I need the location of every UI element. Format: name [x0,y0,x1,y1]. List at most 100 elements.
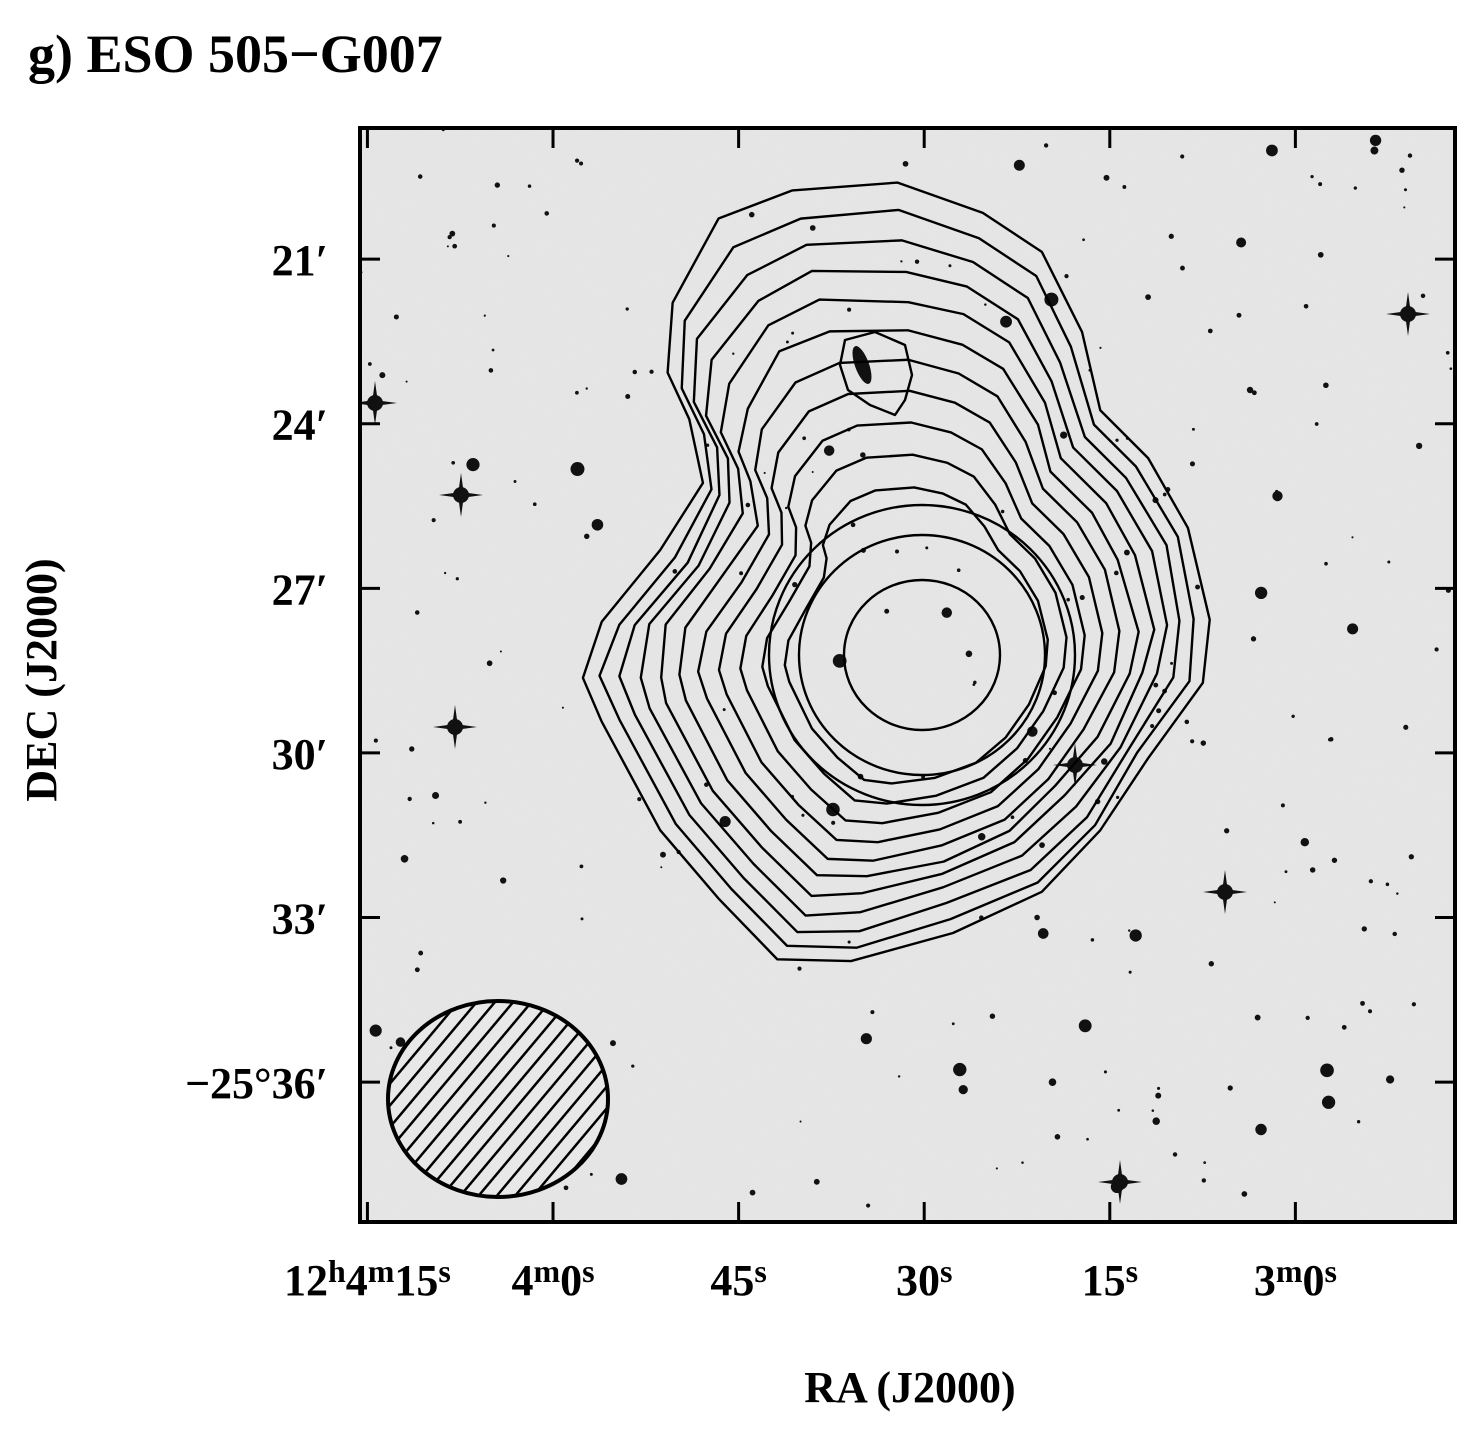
star [672,569,678,574]
contour [639,269,1169,917]
star [494,182,501,188]
star [1407,153,1413,158]
star [405,380,408,383]
star [1387,560,1391,564]
star [1353,186,1358,190]
star [1250,636,1257,642]
star [831,820,836,825]
star [763,471,766,474]
star [1318,182,1323,187]
star [483,314,486,317]
star [1115,438,1119,442]
star [500,877,507,884]
star [1445,350,1450,355]
star [585,387,588,390]
frame [358,126,1457,1224]
star [1415,442,1423,450]
star [499,650,502,653]
star [369,1024,382,1037]
star [637,797,642,802]
star [1396,892,1399,895]
bright-star [1203,870,1247,914]
contour [783,486,1049,785]
star [1254,586,1268,600]
star [1000,509,1005,514]
star [570,462,585,476]
star [948,264,952,268]
star [1153,682,1159,688]
star [1300,837,1310,847]
star [1272,490,1283,502]
star [860,1033,872,1045]
star [1150,724,1155,729]
star [1246,386,1254,394]
galaxy [852,346,872,384]
star [813,1178,820,1185]
star [1200,740,1207,746]
star [953,1062,967,1077]
star [984,303,987,306]
star [395,1037,406,1047]
star [797,966,802,971]
star [977,832,986,841]
star [591,518,604,531]
bright-star [1098,1160,1142,1204]
star [1320,1063,1334,1078]
star [1060,431,1068,439]
contour [767,503,1077,807]
star [563,1185,569,1191]
star [1331,857,1338,863]
contour [696,358,1121,862]
star [1064,274,1069,279]
star [1191,427,1195,431]
star [1151,1109,1155,1112]
star [884,608,890,614]
star [784,506,788,510]
star [1116,795,1120,799]
star [610,1040,616,1047]
star [466,458,480,472]
x-tick-label: 12h4m15s [284,1253,451,1305]
star [1356,1120,1361,1124]
star [1328,737,1332,742]
star [951,1022,955,1026]
star [513,480,517,483]
star [1399,167,1405,173]
star [1145,294,1151,301]
star [989,1013,996,1019]
star [1184,719,1190,725]
star [1189,461,1195,467]
star [1086,1137,1089,1141]
star [373,738,378,743]
star [1021,1161,1024,1164]
star [1341,1024,1347,1030]
star [897,1075,901,1078]
star [1000,315,1012,328]
star [1385,882,1390,887]
star [409,746,415,752]
bright-star [360,381,397,425]
star [847,307,852,312]
star [579,161,584,166]
contour [842,578,1002,732]
star [417,174,423,179]
star [561,706,564,709]
star [1324,561,1328,566]
star [615,1173,628,1185]
star [589,1172,593,1176]
star [1128,970,1132,974]
star [870,1010,875,1015]
contour [598,208,1195,949]
star [631,1064,635,1068]
star [1195,584,1201,590]
star [749,1189,756,1196]
star [748,211,755,218]
star [491,348,495,352]
star [1403,724,1409,730]
star [739,571,744,576]
star [1266,144,1278,157]
star [1157,1086,1161,1090]
star [580,917,584,921]
star [649,369,654,374]
